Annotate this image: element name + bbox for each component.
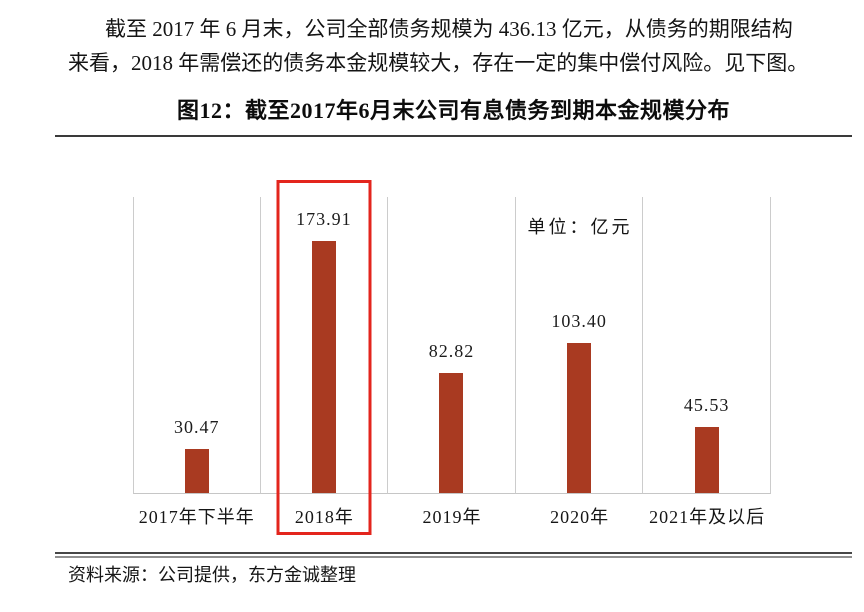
paragraph-line-2: 来看，2018 年需偿还的债务本金规模较大，存在一定的集中偿付风险。见下图。	[68, 51, 809, 75]
chart-unit-label: 单位：亿元	[527, 217, 633, 237]
document-page: 截至 2017 年 6 月末，公司全部债务规模为 436.13 亿元，从债务的期…	[0, 12, 864, 612]
bar-chart: 单位：亿元 30.47 2017年下半年 173.91 2018年 82.82 2019年…	[133, 180, 771, 536]
chart-column: 103.40 2020年	[515, 197, 644, 536]
body-paragraph: 截至 2017 年 6 月末，公司全部债务规模为 436.13 亿元，从债务的期…	[68, 12, 844, 80]
category-label: 2021年及以后	[649, 507, 766, 527]
chart-column: 173.91 2018年	[260, 180, 389, 536]
chart-bar	[439, 373, 464, 493]
category-label: 2017年下半年	[138, 507, 255, 527]
bar-value-label: 45.53	[683, 395, 730, 415]
source-divider-line	[55, 552, 852, 558]
chart-column: 30.47 2017年下半年	[133, 197, 261, 536]
bar-value-label: 82.82	[428, 341, 475, 361]
chart-bar	[694, 427, 719, 493]
category-label: 2020年	[550, 507, 610, 527]
bar-value-label: 103.40	[551, 311, 607, 331]
chart-cell: 173.91	[260, 197, 389, 494]
category-label: 2019年	[422, 507, 482, 527]
chart-cell: 30.47	[133, 197, 261, 494]
chart-cell: 45.53	[643, 197, 771, 494]
chart-bar	[567, 343, 592, 493]
chart-cell: 103.40	[515, 197, 644, 494]
title-divider-line	[55, 135, 852, 137]
bar-value-label: 30.47	[174, 417, 220, 437]
source-note: 资料来源：公司提供，东方金诚整理	[68, 565, 356, 585]
category-label: 2018年	[294, 507, 354, 527]
chart-bar	[311, 241, 336, 493]
bar-value-label: 173.91	[296, 209, 352, 229]
chart-plot-area: 30.47 2017年下半年 173.91 2018年 82.82 2019年 103.40…	[133, 180, 771, 536]
chart-cell: 82.82	[388, 197, 516, 494]
chart-column: 82.82 2019年	[388, 197, 516, 536]
paragraph-line-1: 截至 2017 年 6 月末，公司全部债务规模为 436.13 亿元，从债务的期…	[105, 17, 793, 41]
chart-bar	[184, 449, 209, 493]
figure-title: 图12：截至2017年6月末公司有息债务到期本金规模分布	[176, 98, 730, 123]
chart-column: 45.53 2021年及以后	[643, 197, 771, 536]
